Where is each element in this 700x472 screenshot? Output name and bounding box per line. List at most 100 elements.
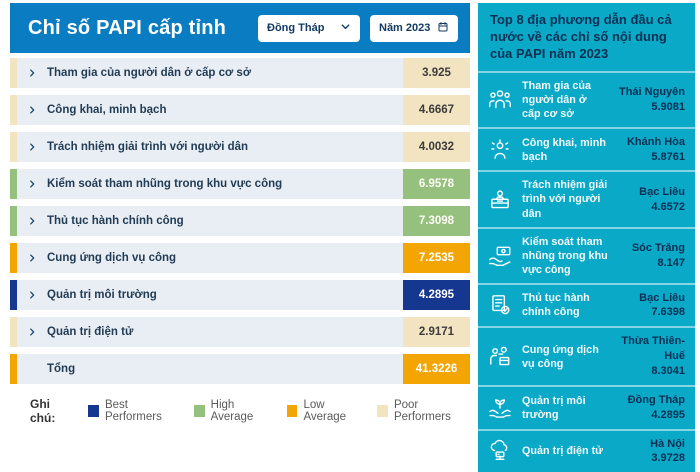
row-label: Tổng: [47, 363, 76, 375]
tier-stripe: [10, 243, 17, 273]
legend-item-poor: Poor Performers: [377, 399, 470, 423]
top8-province: Khánh Hòa: [626, 135, 685, 148]
legend-item-best: Best Performers: [88, 399, 180, 423]
documents-check-icon: [485, 292, 515, 318]
tier-stripe: [10, 280, 17, 310]
legend-label: Poor Performers: [393, 399, 451, 423]
year-picker-value: Năm 2023: [379, 22, 431, 34]
row-label: Quản trị điện tử: [47, 326, 134, 338]
top8-row: Kiểm soát tham nhũng trong khu vực công …: [478, 226, 695, 283]
table-row[interactable]: Công khai, minh bạch 4.6667: [10, 95, 470, 125]
legend-item-high: High Average: [193, 399, 273, 423]
top8-row: Trách nhiệm giải trình với người dân Bạc…: [478, 170, 695, 226]
row-value: 4.6667: [403, 95, 470, 125]
top8-panel: Top 8 địa phương dẫn đầu cả nước về các …: [478, 3, 695, 472]
top8-score: 3.9728: [651, 452, 685, 465]
accountability-desk-icon: [485, 187, 515, 213]
top8-province: Bạc Liêu: [639, 291, 685, 304]
tier-stripe: [10, 317, 17, 347]
people-group-icon: [485, 87, 515, 113]
top8-panel-title: Top 8 địa phương dẫn đầu cả nước về các …: [490, 12, 672, 61]
plant-hands-icon: [485, 395, 515, 421]
chevron-down-icon: [340, 21, 351, 35]
row-label: Thủ tục hành chính công: [47, 215, 184, 227]
row-label: Cung ứng dịch vụ công: [47, 252, 177, 264]
top8-category: Cung ứng dịch vụ công: [522, 343, 599, 370]
row-label: Trách nhiệm giải trình với người dân: [47, 141, 249, 153]
top8-row: Quản trị môi trường Đồng Tháp 4.2895: [478, 384, 695, 429]
best-swatch: [88, 405, 99, 417]
legend-item-low: Low Average: [286, 399, 363, 423]
top8-row: Cung ứng dịch vụ công Thừa Thiên-Huế 8.30…: [478, 326, 695, 385]
top8-province: Thái Nguyên: [618, 85, 685, 98]
table-row[interactable]: Quản trị môi trường 4.2895: [10, 280, 470, 310]
legend: Ghi chú: Best Performers High Average Lo…: [10, 397, 470, 425]
top8-category: Công khai, minh bạch: [522, 136, 606, 163]
tier-stripe: [10, 132, 17, 162]
left-header: Chỉ số PAPI cấp tỉnh Đồng Tháp Năm 2023: [10, 3, 470, 53]
row-label: Quản trị môi trường: [47, 289, 157, 301]
legend-title: Ghi chú:: [30, 397, 56, 425]
chevron-placeholder: [27, 364, 37, 374]
papi-province-section: Chỉ số PAPI cấp tỉnh Đồng Tháp Năm 2023 …: [10, 3, 470, 425]
top8-category: Kiểm soát tham nhũng trong khu vực công: [522, 235, 608, 276]
top8-province: Đồng Tháp: [627, 393, 685, 406]
index-table: Tham gia của người dân ở cấp cơ sở 3.925…: [10, 58, 470, 384]
row-label: Công khai, minh bạch: [47, 104, 167, 116]
table-row[interactable]: Trách nhiệm giải trình với người dân 4.0…: [10, 132, 470, 162]
table-row[interactable]: Kiểm soát tham nhũng trong khu vực công …: [10, 169, 470, 199]
chevron-right-icon: [27, 68, 37, 78]
tier-stripe: [10, 354, 17, 384]
table-row[interactable]: Thủ tục hành chính công 7.3098: [10, 206, 470, 236]
tier-stripe: [10, 206, 17, 236]
top8-row: Công khai, minh bạch Khánh Hòa 5.8761: [478, 126, 695, 171]
row-value: 3.925: [403, 58, 470, 88]
chevron-right-icon: [27, 216, 37, 226]
filters: Đồng Tháp Năm 2023: [258, 14, 458, 42]
top8-score: 8.147: [657, 256, 685, 269]
row-value: 6.9578: [403, 169, 470, 199]
poor-swatch: [377, 405, 388, 417]
calendar-icon: [437, 21, 449, 36]
row-label: Tham gia của người dân ở cấp cơ sở: [47, 67, 251, 79]
top8-category: Trách nhiệm giải trình với người dân: [522, 179, 608, 220]
top8-score: 4.6572: [651, 200, 685, 213]
cloud-server-icon: [485, 438, 515, 464]
legend-label: Low Average: [303, 399, 347, 423]
table-row[interactable]: Cung ứng dịch vụ công 7.2535: [10, 243, 470, 273]
row-label: Kiểm soát tham nhũng trong khu vực công: [47, 178, 283, 190]
year-picker[interactable]: Năm 2023: [370, 14, 458, 42]
page-title: Chỉ số PAPI cấp tỉnh: [28, 16, 227, 39]
top8-category: Thủ tục hành chính công: [522, 292, 590, 319]
row-value: 4.0032: [403, 132, 470, 162]
chevron-right-icon: [27, 327, 37, 337]
tier-stripe: [10, 58, 17, 88]
top8-row: Thủ tục hành chính công Bạc Liêu 7.6398: [478, 282, 695, 327]
legend-label: Best Performers: [104, 399, 162, 423]
chevron-right-icon: [27, 142, 37, 152]
top8-score: 5.9081: [651, 100, 685, 113]
top8-score: 7.6398: [651, 306, 685, 319]
chevron-right-icon: [27, 253, 37, 263]
top8-score: 8.3041: [651, 365, 685, 378]
top8-category: Quản trị điện tử: [522, 445, 603, 458]
chevron-right-icon: [27, 105, 37, 115]
top8-row: Tham gia của người dân ở cấp cơ sở Thái …: [478, 70, 695, 127]
top8-score: 4.2895: [651, 408, 685, 421]
chevron-right-icon: [27, 290, 37, 300]
service-delivery-icon: [485, 344, 515, 370]
chevron-right-icon: [27, 179, 37, 189]
top8-province: Hà Nội: [650, 437, 685, 450]
table-row[interactable]: Tham gia của người dân ở cấp cơ sở 3.925: [10, 58, 470, 88]
row-value: 41.3226: [403, 354, 470, 384]
high-swatch: [193, 405, 205, 417]
table-row[interactable]: Quản trị điện tử 2.9171: [10, 317, 470, 347]
hand-money-icon: [485, 243, 515, 269]
province-select[interactable]: Đồng Tháp: [258, 14, 360, 42]
top8-province: Bạc Liêu: [639, 185, 685, 198]
transparency-person-icon: [485, 137, 515, 163]
top8-row: Quản trị điện tử Hà Nội 3.9728: [478, 428, 695, 472]
province-select-value: Đồng Tháp: [267, 22, 325, 34]
tier-stripe: [10, 169, 17, 199]
top8-category: Tham gia của người dân ở cấp cơ sở: [522, 79, 591, 120]
